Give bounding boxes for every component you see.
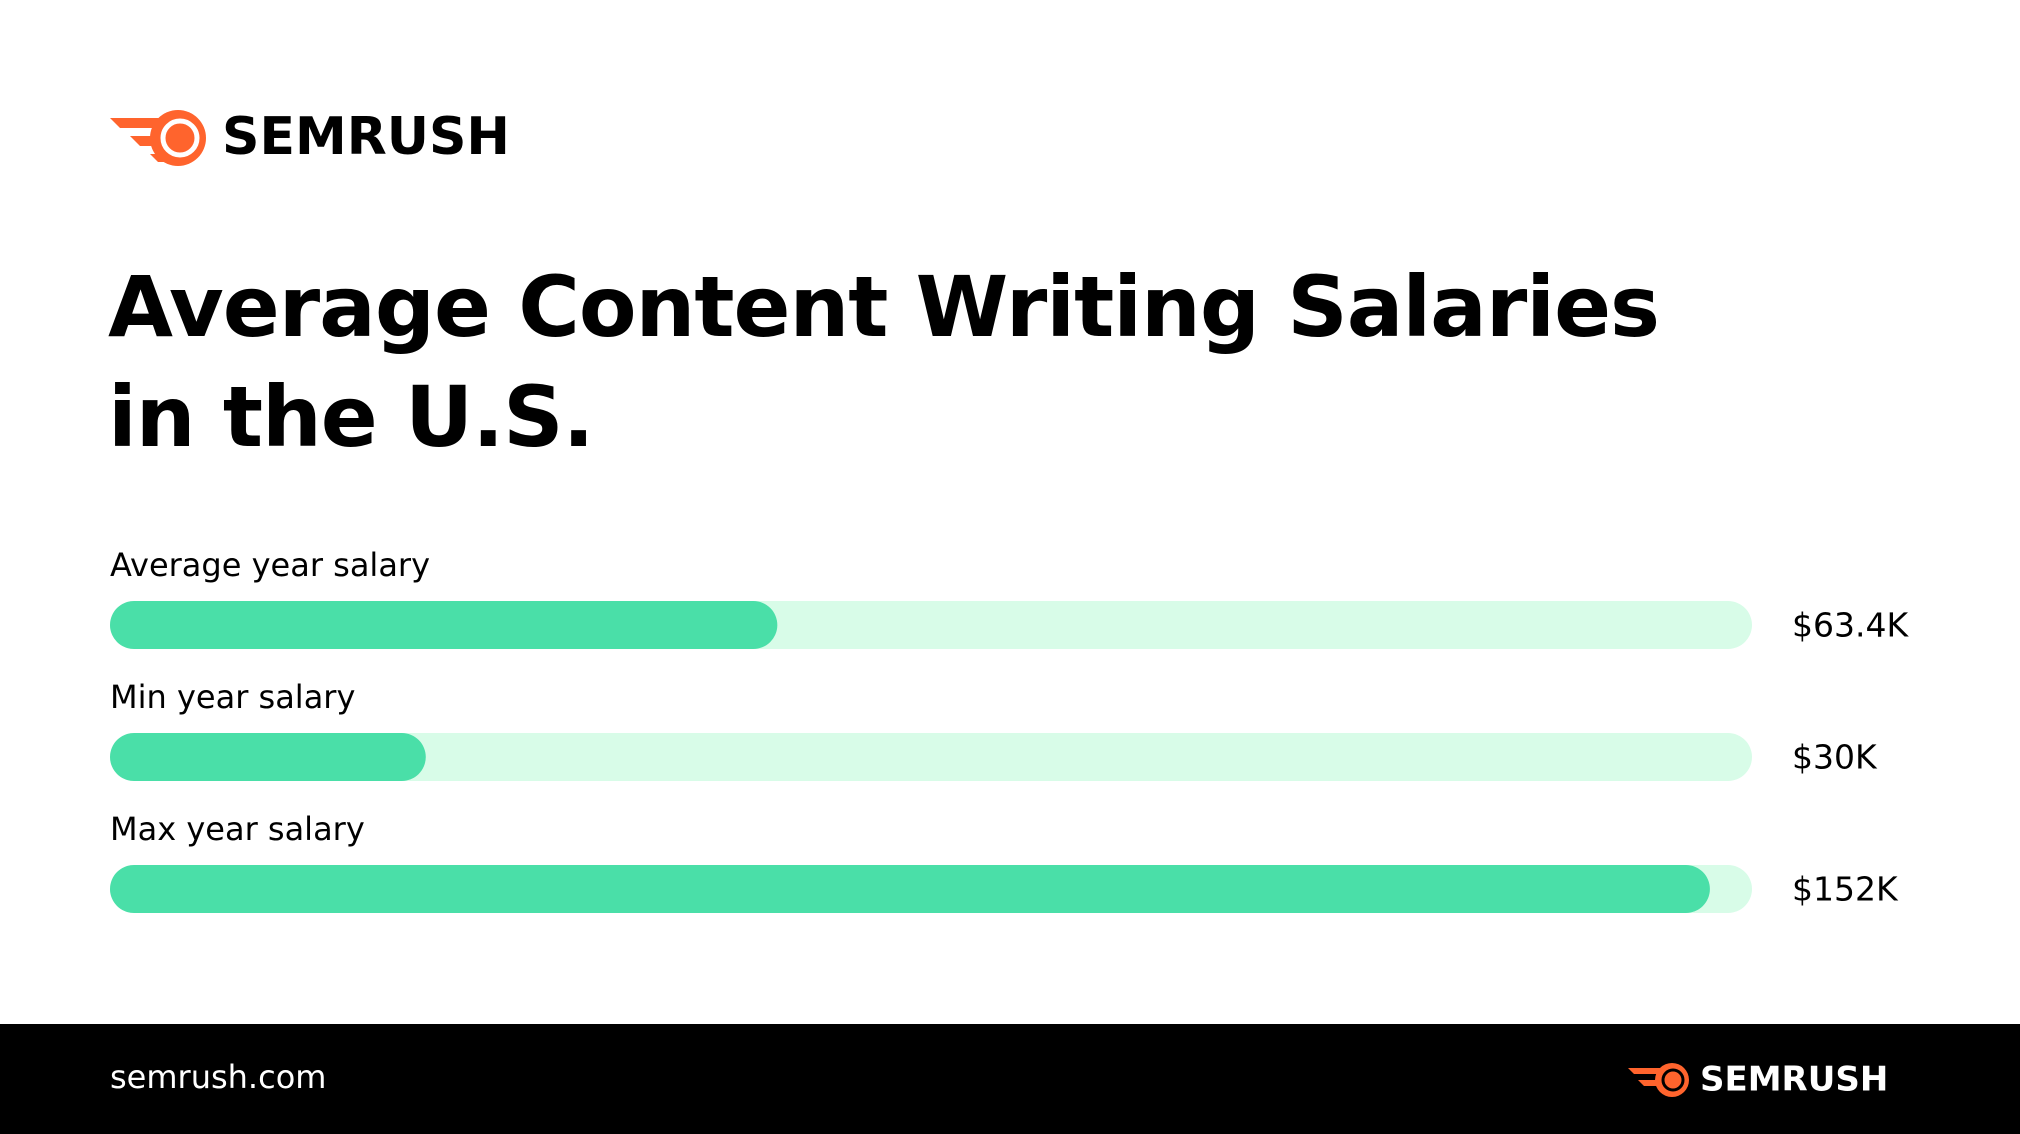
logo-icon <box>110 110 206 166</box>
bar-track <box>110 733 1752 781</box>
category-label: Max year salary <box>110 810 365 848</box>
brand: SEMRUSH <box>222 107 510 167</box>
footer-brand: SEMRUSH <box>1700 1060 1888 1100</box>
footer-url: semrush.com <box>110 1058 326 1096</box>
footer-logo-icon <box>1628 1063 1689 1097</box>
category-label: Average year salary <box>110 546 430 584</box>
chart-title: Average Content Writing Salaries in the … <box>108 258 1660 466</box>
bar <box>110 733 426 781</box>
category-label: Min year salary <box>110 678 355 716</box>
value-label: $30K <box>1792 738 1878 777</box>
value-label: $152K <box>1792 870 1899 909</box>
bar <box>110 601 778 649</box>
bar <box>110 865 1710 913</box>
value-label: $63.4K <box>1792 606 1909 645</box>
